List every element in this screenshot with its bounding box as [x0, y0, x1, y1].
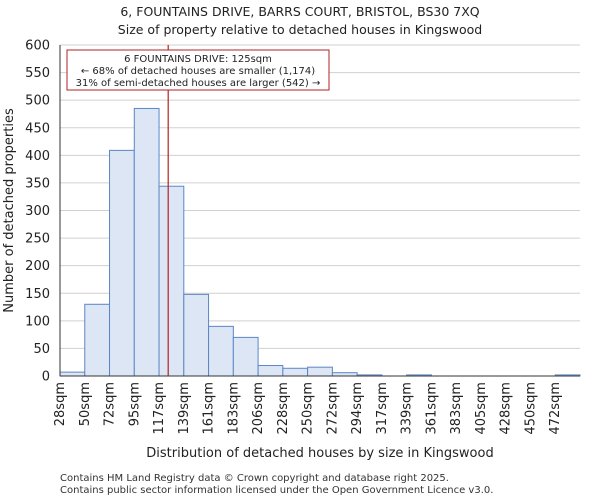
x-tick-label: 405sqm	[474, 382, 489, 435]
bar	[59, 371, 86, 377]
x-tick-label: 450sqm	[523, 382, 538, 435]
x-tick-label: 183sqm	[226, 382, 241, 435]
x-tick-label: 206sqm	[251, 382, 266, 435]
x-tick-label: 383sqm	[449, 382, 464, 435]
x-tick-label: 117sqm	[152, 382, 167, 435]
bar	[208, 325, 234, 377]
x-tick-label: 139sqm	[177, 382, 192, 435]
bar	[307, 366, 333, 377]
y-tick-label: 50	[33, 342, 50, 357]
y-tick-label: 150	[25, 287, 50, 302]
y-tick-label: 600	[25, 39, 50, 54]
x-tick-label: 361sqm	[424, 382, 439, 435]
bar	[257, 365, 284, 377]
annotation-box	[66, 49, 330, 91]
y-tick-label: 500	[25, 94, 50, 109]
x-tick-label: 272sqm	[325, 382, 340, 435]
x-tick-label: 294sqm	[350, 382, 365, 435]
bar	[282, 367, 309, 377]
footer-line-2: Contains public sector information licen…	[60, 485, 494, 496]
annotation-line-3: 31% of semi-detached houses are larger (…	[76, 78, 321, 89]
bar	[183, 293, 210, 377]
x-tick-label: 317sqm	[375, 382, 390, 435]
x-tick-label: 50sqm	[78, 382, 93, 426]
x-tick-label: 250sqm	[301, 382, 316, 435]
x-tick-label: 161sqm	[202, 382, 217, 435]
x-axis-label: Distribution of detached houses by size …	[146, 446, 493, 461]
y-tick-label: 550	[25, 66, 50, 81]
y-axis-label: Number of detached properties	[2, 108, 17, 313]
y-tick-label: 0	[42, 370, 50, 385]
bar	[84, 303, 111, 377]
chart-title: 6, FOUNTAINS DRIVE, BARRS COURT, BRISTOL…	[120, 4, 480, 19]
footer-line-1: Contains HM Land Registry data © Crown c…	[60, 473, 449, 484]
bar	[133, 107, 160, 377]
x-tick-label: 72sqm	[103, 382, 118, 426]
annotation-line-2: ← 68% of detached houses are smaller (1,…	[81, 66, 315, 77]
y-tick-label: 200	[25, 259, 50, 274]
x-tick-label: 28sqm	[53, 382, 68, 426]
y-tick-label: 400	[25, 149, 50, 164]
annotation-line-1: 6 FOUNTAINS DRIVE: 125sqm	[124, 54, 272, 65]
x-tick-label: 95sqm	[127, 382, 142, 426]
y-tick-label: 300	[25, 204, 50, 219]
y-tick-label: 350	[25, 176, 50, 191]
y-tick-label: 250	[25, 232, 50, 247]
chart-subtitle: Size of property relative to detached ho…	[117, 22, 483, 37]
x-tick-label: 339sqm	[400, 382, 415, 435]
bar	[109, 149, 135, 377]
x-tick-label: 428sqm	[499, 382, 514, 435]
x-tick-label: 472sqm	[548, 382, 563, 435]
x-tick-label: 228sqm	[276, 382, 291, 435]
y-tick-label: 450	[25, 121, 50, 136]
bar	[158, 185, 185, 377]
y-tick-label: 100	[25, 314, 50, 329]
bar	[232, 336, 259, 377]
